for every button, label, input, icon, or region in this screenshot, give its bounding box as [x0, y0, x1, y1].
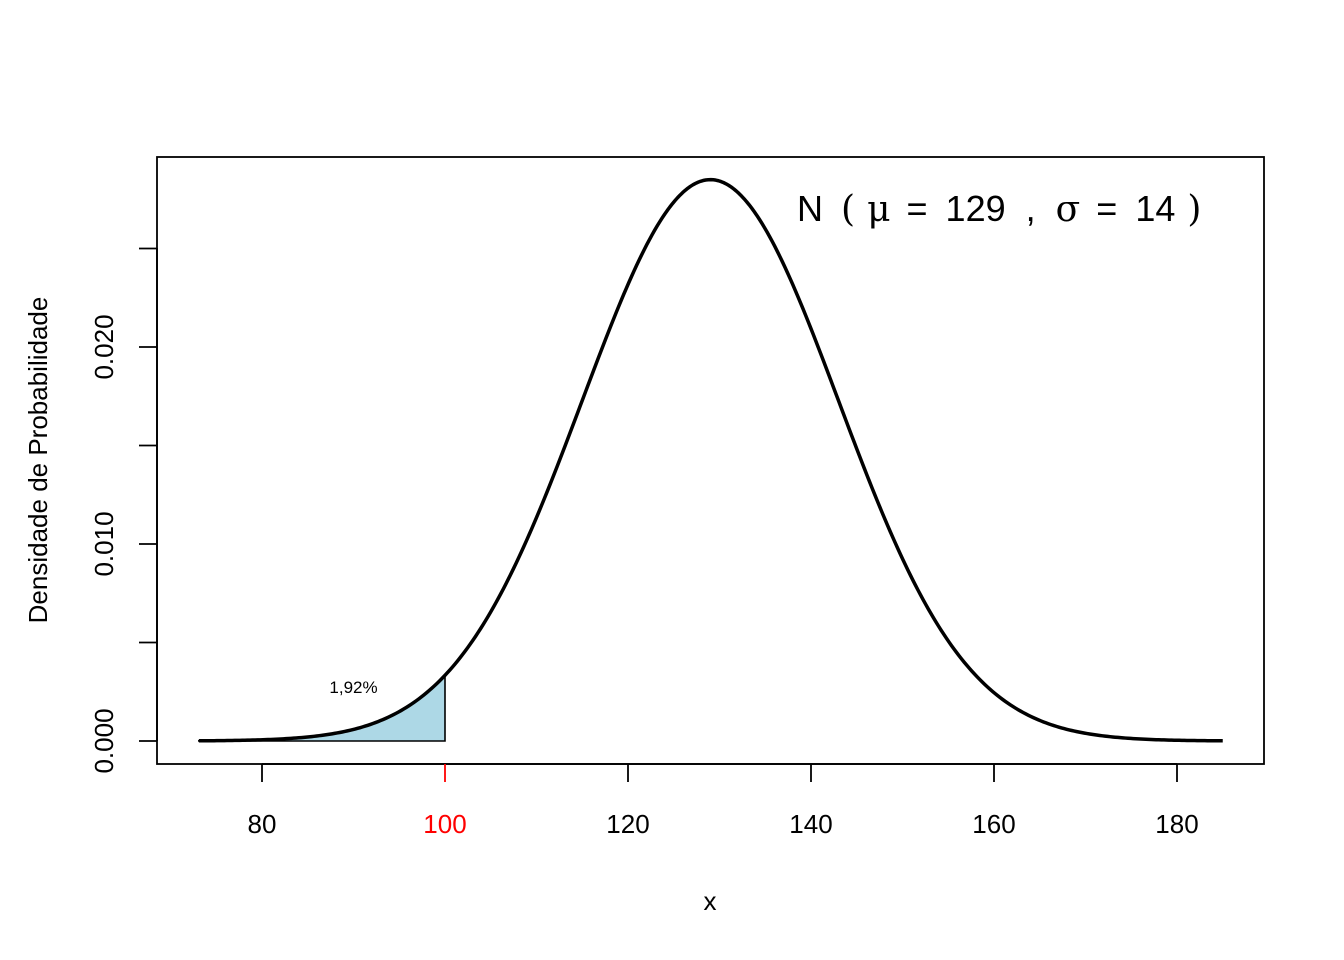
- x-tick-label-100: 100: [423, 809, 466, 839]
- x-axis-title: x: [704, 886, 717, 916]
- y-tick-label-0.000: 0.000: [89, 708, 119, 773]
- shaded-area-percentage-label: 1,92%: [329, 678, 377, 697]
- x-tick-label-120: 120: [606, 809, 649, 839]
- y-tick-label-0.020: 0.020: [89, 314, 119, 379]
- formula-sigma-symbol: σ: [1056, 189, 1081, 230]
- x-tick-label-140: 140: [789, 809, 832, 839]
- y-tick-label-0.010: 0.010: [89, 511, 119, 576]
- formula-close-paren: ): [1187, 189, 1201, 230]
- formula-separator: ,: [1026, 188, 1036, 229]
- x-tick-label-80: 80: [248, 809, 277, 839]
- x-tick-label-180: 180: [1155, 809, 1198, 839]
- distribution-formula: N ( μ = 129 , σ = 14 ): [797, 188, 1201, 230]
- y-axis: 0.000 0.010 0.020: [89, 247, 158, 774]
- formula-name: N: [797, 188, 823, 229]
- x-tick-label-160: 160: [972, 809, 1015, 839]
- x-axis: 80 100 120 140 160 180: [248, 763, 1199, 839]
- formula-equals-1: =: [907, 188, 928, 229]
- formula-mu-value: 129: [946, 188, 1006, 229]
- formula-open-paren: (: [841, 189, 855, 230]
- y-axis-title: Densidade de Probabilidade: [23, 297, 53, 624]
- formula-sigma-value: 14: [1135, 188, 1175, 229]
- density-curve: [198, 177, 1223, 743]
- formula-equals-2: =: [1096, 188, 1117, 229]
- plot-frame: [156, 156, 1265, 765]
- formula-mu-symbol: μ: [867, 189, 890, 230]
